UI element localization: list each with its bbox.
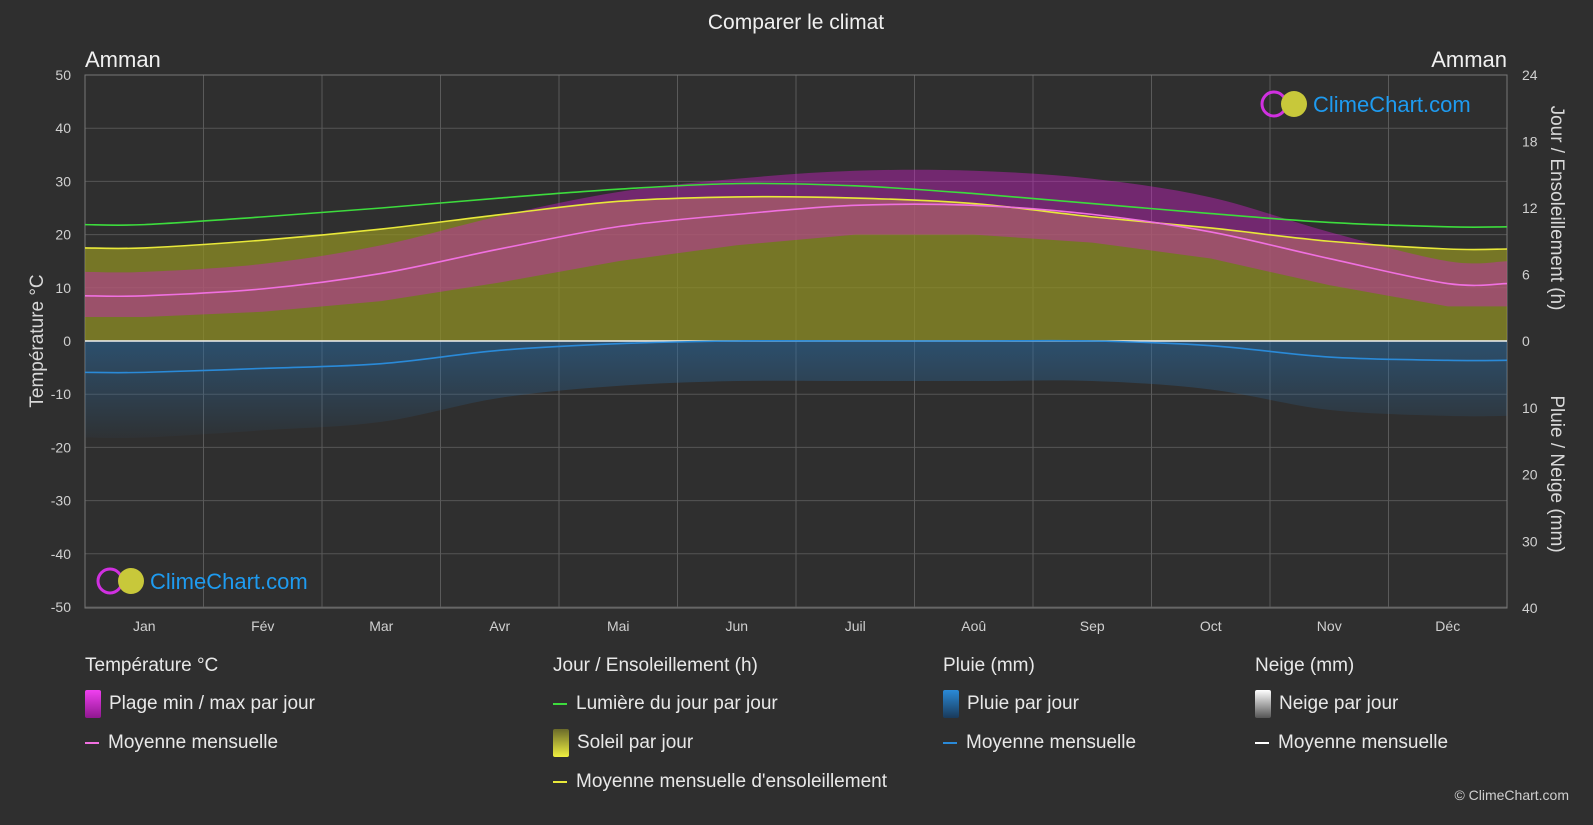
- city-right: Amman: [1431, 47, 1507, 72]
- left-tick-label: -20: [51, 439, 71, 455]
- legend-snow-title: Neige (mm): [1255, 655, 1355, 676]
- month-label: Jun: [725, 618, 748, 634]
- legend-rain-daily: Pluie par jour: [943, 690, 1136, 718]
- month-label: Sep: [1080, 618, 1105, 634]
- series-line: [84, 339, 1508, 374]
- right-top-axis-title: Jour / Ensoleillement (h): [1546, 106, 1567, 311]
- legend-daylight-label: Lumière du jour par jour: [576, 693, 778, 714]
- series-line: [84, 195, 1508, 251]
- left-tick-label: -40: [51, 546, 71, 562]
- legend: Température °C Plage min / max par jour …: [0, 655, 1593, 805]
- legend-snow-daily: Neige par jour: [1255, 690, 1448, 718]
- rain-area: [85, 341, 1507, 439]
- left-tick-label: 40: [55, 120, 71, 136]
- left-axis-title: Température °C: [27, 274, 48, 407]
- month-label: Déc: [1435, 618, 1460, 634]
- snow-swatch: [1255, 690, 1271, 718]
- right-bottom-tick-label: 30: [1522, 533, 1538, 549]
- legend-temp-range: Plage min / max par jour: [85, 690, 315, 718]
- city-left: Amman: [85, 47, 161, 72]
- legend-rain-daily-label: Pluie par jour: [967, 693, 1079, 714]
- legend-snow-mean-label: Moyenne mensuelle: [1278, 732, 1449, 753]
- legend-rain-title: Pluie (mm): [943, 655, 1035, 676]
- month-label: Jan: [133, 618, 156, 634]
- sunshine-area: [85, 196, 1507, 341]
- legend-temp-range-label: Plage min / max par jour: [109, 693, 315, 714]
- daylight-swatch: [553, 703, 567, 705]
- legend-sunshine: Soleil par jour: [553, 729, 887, 757]
- temp-range-band: [85, 169, 1507, 318]
- temp-range-swatch: [85, 690, 101, 718]
- legend-rain-mean: Moyenne mensuelle: [943, 732, 1136, 754]
- right-top-tick-label: 18: [1522, 134, 1538, 150]
- left-tick-label: 10: [55, 280, 71, 296]
- left-tick-label: -30: [51, 493, 71, 509]
- right-bottom-tick-label: 40: [1522, 600, 1538, 616]
- rain-area-fill: [85, 341, 1507, 439]
- sunshine-area-fill: [85, 196, 1507, 341]
- left-axis-ticks: 50 40 30 20 10 0 -10 -20 -30 -40 -50: [51, 67, 71, 615]
- legend-sunshine-label: Soleil par jour: [577, 732, 694, 753]
- logo-sun-icon: [118, 568, 144, 594]
- logo-text-bottom: ClimeChart.com: [150, 569, 308, 594]
- left-tick-label: -10: [51, 386, 71, 402]
- month-label: Aoû: [961, 618, 986, 634]
- right-bottom-axis-title: Pluie / Neige (mm): [1546, 395, 1567, 552]
- temperature-band: [85, 169, 1507, 318]
- series-line: [84, 203, 1508, 298]
- series-lines: [84, 182, 1508, 374]
- legend-rain-mean-label: Moyenne mensuelle: [966, 732, 1137, 753]
- left-tick-label: -50: [51, 599, 71, 615]
- legend-temp-mean-label: Moyenne mensuelle: [108, 732, 279, 753]
- month-labels: Jan Fév Mar Avr Mai Jun Juil Aoû Sep Oct Nov Déc: [133, 618, 1460, 634]
- legend-temp-mean: Moyenne mensuelle: [85, 732, 315, 754]
- left-tick-label: 30: [55, 173, 71, 189]
- legend-temperature-title: Température °C: [85, 655, 219, 676]
- legend-daylight: Lumière du jour par jour: [553, 693, 887, 715]
- legend-sunshine-mean-label: Moyenne mensuelle d'ensoleillement: [576, 771, 887, 792]
- right-top-tick-label: 6: [1522, 267, 1530, 283]
- chart-title: Comparer le climat: [708, 11, 884, 34]
- right-top-tick-label: 24: [1522, 67, 1538, 83]
- left-tick-label: 0: [63, 333, 71, 349]
- snow-mean-swatch: [1255, 742, 1269, 744]
- month-label: Oct: [1200, 618, 1222, 634]
- climate-chart: Comparer le climat Amman Amman 50 40 30 20 1…: [27, 11, 1567, 634]
- month-label: Fév: [251, 618, 274, 634]
- rain-mean-swatch: [943, 742, 957, 744]
- month-label: Mai: [607, 618, 630, 634]
- right-top-tick-label: 0: [1522, 333, 1530, 349]
- temp-mean-swatch: [85, 742, 99, 744]
- month-label: Nov: [1317, 618, 1342, 634]
- logo-top: ClimeChart.com: [1260, 90, 1471, 118]
- month-label: Juil: [845, 618, 866, 634]
- legend-rain: Pluie (mm) Pluie par jour Moyenne mensue…: [943, 655, 1136, 771]
- right-axis-ticks: 24 18 12 6 0 10 20 30 40: [1522, 67, 1538, 616]
- right-bottom-tick-label: 20: [1522, 467, 1538, 483]
- logo-text-top: ClimeChart.com: [1313, 92, 1471, 117]
- legend-snow: Neige (mm) Neige par jour Moyenne mensue…: [1255, 655, 1448, 771]
- sunshine-swatch: [553, 729, 569, 757]
- logo-bottom: ClimeChart.com: [96, 567, 308, 595]
- legend-snow-mean: Moyenne mensuelle: [1255, 732, 1448, 754]
- legend-snow-daily-label: Neige par jour: [1279, 693, 1399, 714]
- legend-sun: Jour / Ensoleillement (h) Lumière du jou…: [553, 655, 887, 810]
- right-top-tick-label: 12: [1522, 200, 1538, 216]
- legend-sun-title: Jour / Ensoleillement (h): [553, 655, 758, 676]
- month-label: Mar: [369, 618, 393, 634]
- left-tick-label: 20: [55, 227, 71, 243]
- legend-temperature: Température °C Plage min / max par jour …: [85, 655, 315, 771]
- right-bottom-tick-label: 10: [1522, 400, 1538, 416]
- month-label: Avr: [489, 618, 510, 634]
- legend-sunshine-mean: Moyenne mensuelle d'ensoleillement: [553, 771, 887, 793]
- sunshine-mean-swatch: [553, 781, 567, 783]
- rain-swatch: [943, 690, 959, 718]
- copyright: © ClimeChart.com: [1454, 787, 1569, 803]
- logo-sun-icon: [1281, 91, 1307, 117]
- series-line: [84, 182, 1508, 228]
- left-tick-label: 50: [55, 67, 71, 83]
